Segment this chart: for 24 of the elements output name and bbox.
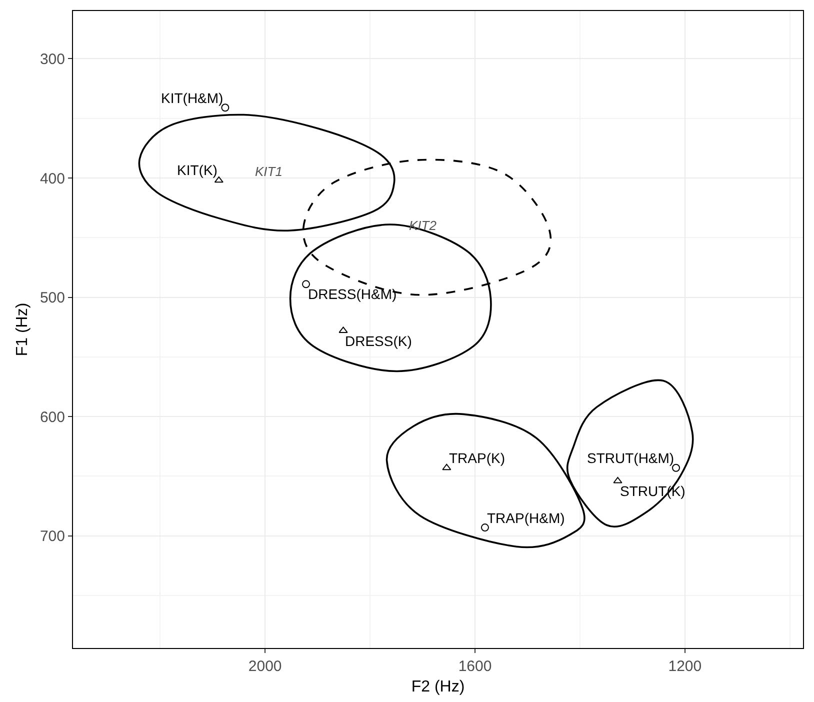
y-tick-label: 700: [40, 528, 65, 546]
y-tick-label: 400: [40, 170, 65, 188]
point: [214, 176, 224, 183]
x-tick-label: 1200: [668, 658, 702, 675]
point: [672, 464, 680, 472]
point: [302, 280, 310, 288]
point: [480, 524, 489, 532]
annotation: DRESS(H&M): [308, 286, 397, 302]
y-tick-label: 300: [40, 50, 65, 68]
y-tick-label: 600: [40, 408, 65, 426]
annotation: KIT(K): [177, 162, 218, 178]
x-tick-label: 1600: [458, 658, 492, 675]
annotation: KIT2: [409, 218, 438, 233]
annotation: TRAP(K): [449, 450, 505, 466]
annotation: KIT1: [255, 164, 282, 179]
y-axis-title: F1 (Hz): [14, 302, 31, 356]
x-tick-label: 2000: [248, 658, 282, 675]
annotation: DRESS(K): [345, 333, 412, 349]
annotation: STRUT(H&M): [587, 450, 674, 466]
x-axis-title: F2 (Hz): [411, 678, 465, 696]
point: [221, 104, 230, 112]
y-tick-label: 500: [40, 290, 65, 307]
annotation: KIT(H&M): [161, 90, 224, 106]
annotation: TRAP(H&M): [487, 510, 565, 526]
